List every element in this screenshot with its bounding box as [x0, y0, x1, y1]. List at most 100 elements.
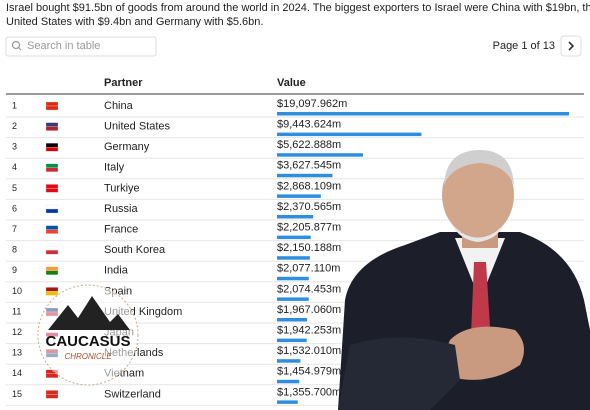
pagination: Page 1 of 13 [493, 40, 555, 52]
partner: Germany [104, 141, 150, 153]
partner: South Korea [104, 244, 166, 256]
search-icon [11, 40, 21, 50]
flag [45, 246, 59, 251]
flag [45, 225, 59, 230]
flag [45, 101, 59, 107]
photo [338, 150, 590, 410]
flag [45, 250, 59, 255]
value-label: $2,074.453m [277, 283, 341, 295]
rank: 10 [12, 286, 22, 296]
search-placeholder: Search in table [27, 40, 100, 52]
value-label: $1,355.700m [277, 386, 341, 398]
value-label: $1,454.979m [277, 366, 341, 378]
rank: 3 [12, 142, 17, 152]
bar [277, 379, 300, 384]
column-header: Value [277, 77, 306, 89]
flag [45, 147, 59, 152]
bar [277, 338, 307, 343]
flag [45, 167, 59, 172]
partner: Russia [104, 203, 139, 215]
rank: 8 [12, 245, 17, 255]
bar [277, 235, 311, 240]
flag [45, 229, 59, 234]
bar [277, 318, 308, 322]
rank: 4 [12, 162, 17, 172]
flag [45, 287, 59, 292]
beard [452, 225, 504, 242]
value-label: $2,868.109m [277, 180, 341, 192]
flag [45, 163, 59, 168]
sleeve [338, 337, 460, 410]
column-header: Partner [104, 77, 143, 89]
next-page-button[interactable] [560, 35, 582, 57]
bar [277, 359, 301, 363]
rank: 15 [12, 389, 22, 399]
partner: France [104, 224, 138, 236]
rank: 5 [12, 183, 17, 193]
search-box[interactable] [5, 36, 157, 57]
logo-title: CAUCASUS [45, 333, 130, 350]
flag [45, 394, 59, 399]
value-label: $19,097.962m [277, 98, 347, 110]
flag [45, 188, 59, 193]
value-label: $2,370.565m [277, 201, 341, 213]
flag [45, 291, 59, 296]
bar [277, 132, 422, 137]
rank: 7 [12, 224, 17, 234]
flag [45, 270, 59, 275]
bar [277, 112, 569, 116]
face [442, 153, 514, 237]
watermark: CAUCASUS CHRONICLE [37, 284, 139, 386]
intro-line: Israel bought $91.5bn of goods from arou… [6, 2, 590, 14]
partner: United States [104, 121, 171, 133]
logo-mountains [48, 296, 130, 330]
rank: 1 [12, 100, 17, 110]
partner: Italy [104, 162, 125, 174]
value-label: $5,622.888m [277, 139, 341, 151]
bar [277, 400, 298, 404]
partner: India [104, 265, 129, 277]
value-label: $2,150.188m [277, 242, 341, 254]
flag [45, 143, 59, 148]
partner: Switzerland [104, 388, 161, 400]
bar [277, 276, 309, 281]
flag [45, 105, 59, 111]
value-label: $1,532.010m [277, 345, 341, 357]
flag [45, 390, 59, 395]
flag [45, 122, 59, 127]
rank: 12 [12, 327, 22, 337]
intro-line: United States with $9.4bn and Germany wi… [6, 16, 263, 28]
flag [45, 266, 59, 271]
logo-circle [37, 284, 139, 386]
flag [45, 373, 59, 378]
value-label: $2,205.877m [277, 222, 341, 234]
flag [45, 208, 59, 214]
bar [277, 173, 333, 178]
rank: 6 [12, 203, 17, 213]
rank: 2 [12, 121, 17, 131]
bar [277, 256, 310, 260]
bar [277, 153, 363, 157]
bar [277, 297, 309, 301]
hand [446, 326, 524, 380]
value-label: $9,443.624m [277, 119, 341, 131]
hair [444, 150, 514, 185]
flag [45, 204, 59, 210]
next-arrow [568, 41, 575, 51]
logo-subtitle: CHRONICLE [64, 352, 112, 361]
partner: Turkiye [104, 182, 140, 194]
value-label: $2,077.110m [277, 263, 340, 275]
partner: China [104, 100, 134, 112]
value-label: $1,967.060m [277, 304, 341, 316]
search-icon [18, 47, 22, 51]
bar [277, 194, 321, 198]
bar [277, 215, 314, 219]
value-label: $1,942.253m [277, 325, 341, 337]
table-body: 1 China $19,097.962m 2 United States $9,443.6… [6, 98, 584, 406]
flag [45, 184, 59, 189]
rank: 13 [12, 348, 22, 358]
rank: 9 [12, 265, 17, 275]
value-label: $3,627.545m [277, 160, 341, 172]
